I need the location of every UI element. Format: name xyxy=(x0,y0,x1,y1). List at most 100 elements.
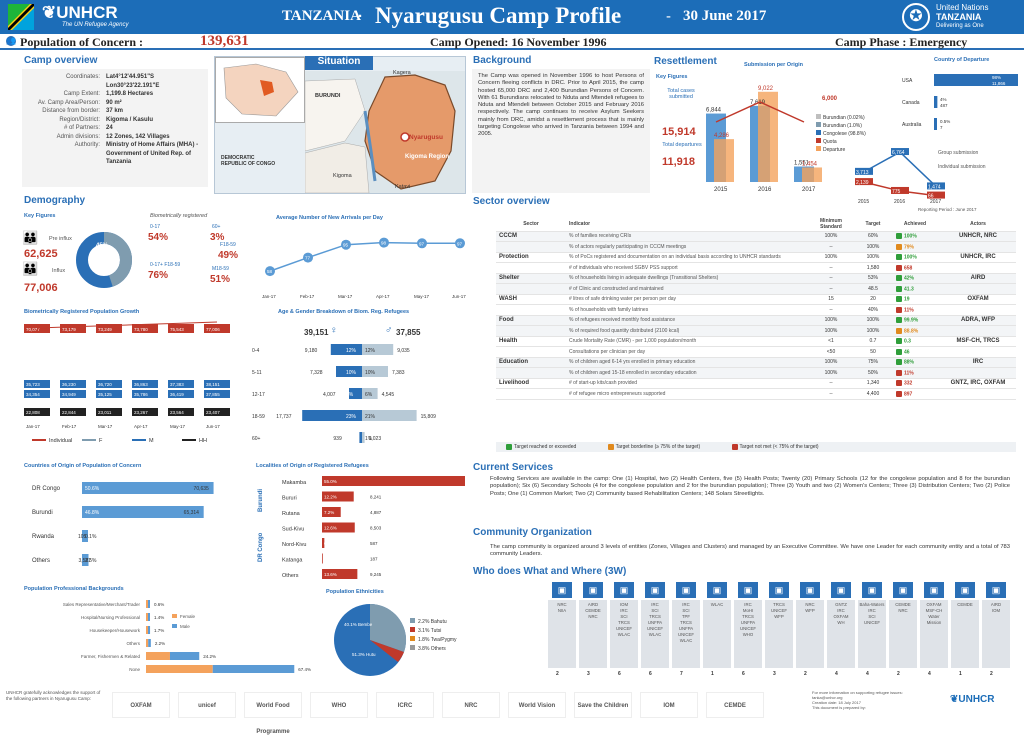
footer-created: Creation date: 18 July 2017 xyxy=(812,700,861,705)
achieved-cell: 41.3 xyxy=(890,283,940,295)
actors: IRC xyxy=(940,357,1016,368)
individual-marker xyxy=(96,324,122,333)
legend-text: 1.8% Twa/Pygmy xyxy=(418,637,457,643)
actor-name: IRC xyxy=(651,602,659,607)
actor-name: NRC xyxy=(588,614,598,619)
sector-row: % of required food quantity distributed … xyxy=(496,325,1016,337)
male-count: 15,809 xyxy=(421,414,437,420)
minimum-standard: 100% xyxy=(806,315,856,326)
departure-bar xyxy=(758,91,778,182)
indicator: # of refugee micro entrepreneurs support… xyxy=(566,388,806,400)
locality-bar xyxy=(322,569,358,579)
group-label: 3,713 xyxy=(856,170,869,176)
influx-value: 77,006 xyxy=(24,282,58,294)
sector-icon: ▣ xyxy=(924,582,944,598)
minimum-standard: 100% xyxy=(806,357,856,368)
m-value: 37,855 xyxy=(206,392,220,397)
male-total: 37,855 xyxy=(396,328,421,337)
minimum-standard: -- xyxy=(806,304,856,316)
male-bar xyxy=(362,366,388,377)
org-logo: ❦UNHCR xyxy=(42,3,118,23)
sector-icon: ▣ xyxy=(707,582,727,598)
locality-pct: 7.2% xyxy=(324,510,334,515)
f-value: 36,230 xyxy=(62,382,76,387)
actor-name: MoHI xyxy=(742,608,754,613)
actor-name: Baha-Waters xyxy=(859,602,885,607)
f-value: 36,720 xyxy=(98,382,112,387)
actor-name: CEMDE xyxy=(585,608,601,613)
legend-swatch xyxy=(410,618,415,623)
overview-row: Distance from border: 37 km xyxy=(22,107,208,116)
minimum-standard: -- xyxy=(806,283,856,295)
locality-name: Rutana xyxy=(282,511,301,517)
actor-count: 3 xyxy=(773,671,776,677)
indicator: % of families receiving CRIs xyxy=(566,231,806,242)
month-label: May-17 xyxy=(414,294,430,299)
tanzania-flag-icon xyxy=(8,4,34,30)
male-bar xyxy=(212,665,295,673)
partner-logo: IOM xyxy=(640,692,698,718)
quota-line xyxy=(715,101,805,123)
actor-name: UNICEF xyxy=(864,620,880,625)
actor-name: SCI xyxy=(620,614,628,619)
actor-name: UNICEF xyxy=(678,632,694,637)
legend-swatch-female xyxy=(172,614,177,618)
ethnicity-legend-item: 3.8% Others xyxy=(410,645,457,654)
country-value: 487 xyxy=(940,103,948,108)
locality-bar xyxy=(322,522,355,533)
partner-logo: CEMDE xyxy=(706,692,764,718)
individual-label: 66 xyxy=(928,194,934,200)
achieved-cell: 42% xyxy=(890,273,940,284)
year-label: 2015 xyxy=(858,199,869,204)
sector-name xyxy=(496,325,566,337)
sector-icon: ▣ xyxy=(862,582,882,598)
male-bar xyxy=(148,639,151,647)
individual-value: 75,543 xyxy=(170,327,184,332)
un-text: United Nations xyxy=(936,3,989,12)
sector-name xyxy=(496,388,566,400)
status-icon xyxy=(896,348,902,355)
month-label: Jan-17 xyxy=(262,294,276,299)
ethnicity-label-hutu: 51.3% Hutu xyxy=(352,652,376,657)
actors xyxy=(940,283,1016,295)
m-value: 34,949 xyxy=(62,392,76,397)
achieved-value: 88.8% xyxy=(904,327,919,334)
country-bar xyxy=(82,530,88,542)
community-text: The camp community is organized around 3… xyxy=(490,544,1010,558)
quota-value: 6,000 xyxy=(822,96,838,102)
hh-marker xyxy=(168,408,194,416)
actor-count: 1 xyxy=(959,671,962,677)
map-label-kigoma: Kigoma xyxy=(333,173,352,179)
achieved-value: 19 xyxy=(904,296,910,303)
actors: MSF-CH, TRCS xyxy=(940,336,1016,347)
f-value: 38,151 xyxy=(206,382,220,387)
m-marker xyxy=(132,390,158,398)
footer-brand-text: UNHCR xyxy=(958,694,995,705)
achieved-value: 88% xyxy=(904,359,915,366)
total-departures-label: Total departures xyxy=(662,142,702,148)
age-item-label: 60+ xyxy=(212,224,221,230)
legend-text: Quota xyxy=(823,139,837,145)
achieved-value: 79% xyxy=(904,243,915,250)
indicator: # of start-up kits/cash provided xyxy=(566,378,806,389)
age-item-label: 0-17+ F18-59 xyxy=(150,262,181,268)
country-value: 7 xyxy=(940,125,943,130)
month-label: Apr-17 xyxy=(134,424,148,429)
pyramid-title: Age & Gender Breakdown of Biom. Reg. Ref… xyxy=(278,309,410,315)
locality-pct: 55.0% xyxy=(324,479,337,484)
sector-legend: Target reached or exceeded Target border… xyxy=(496,442,1016,452)
legend-swatch xyxy=(816,138,821,143)
reporting-period: Reporting Period : June 2017 xyxy=(918,207,977,212)
achieved-cell: 100% xyxy=(890,252,940,263)
actors: OXFAM xyxy=(940,294,1016,305)
achieved-cell: 11% xyxy=(890,304,940,316)
arrivals-value: 98 xyxy=(381,241,387,246)
status-icon xyxy=(896,264,902,271)
sector-name xyxy=(496,304,566,316)
sector-row: # of refugee micro entrepreneurs support… xyxy=(496,388,1016,400)
threew-title: Who does What and Where (3W) xyxy=(473,566,627,577)
target: 100% xyxy=(856,325,890,337)
minimum-standard: 100% xyxy=(806,252,856,263)
camp-overview-title: Camp overview xyxy=(24,55,98,66)
partner-logo: World Food Programme xyxy=(244,692,302,735)
